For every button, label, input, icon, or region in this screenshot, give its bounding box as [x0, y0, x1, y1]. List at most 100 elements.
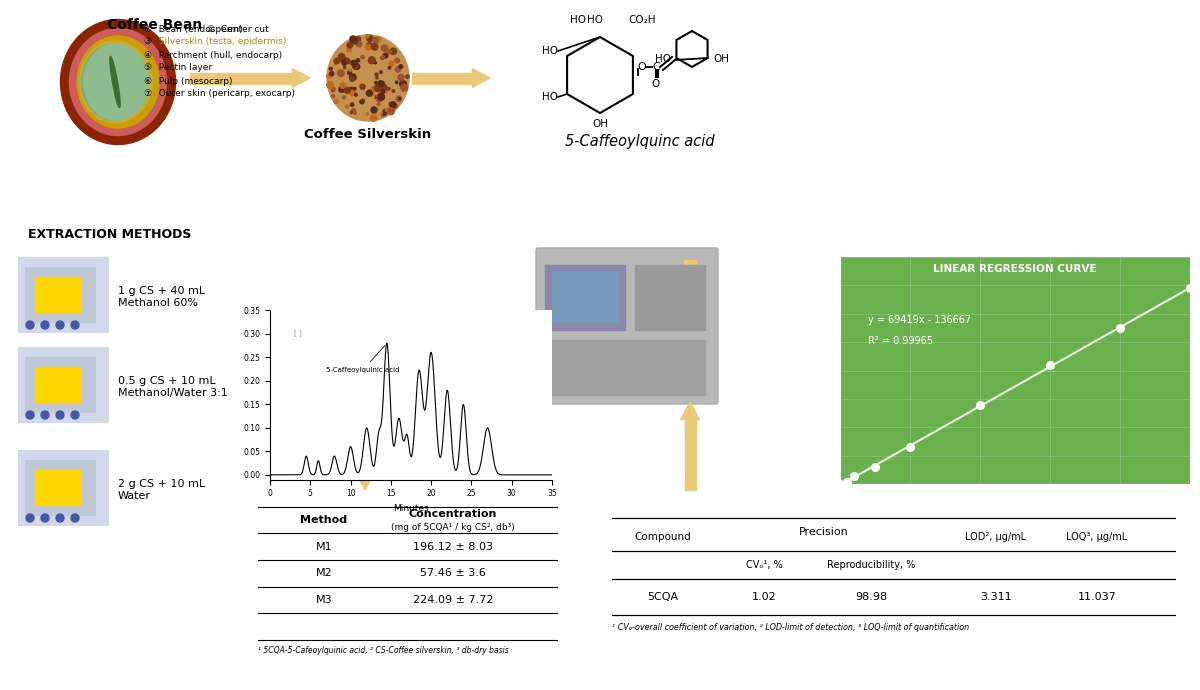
Circle shape	[344, 88, 350, 93]
Circle shape	[337, 70, 344, 77]
Circle shape	[389, 61, 394, 66]
Circle shape	[374, 61, 377, 63]
Circle shape	[395, 66, 401, 72]
Circle shape	[382, 56, 384, 59]
Polygon shape	[355, 473, 374, 490]
Text: ¹ CVₒ-overall coefficient of variation, ² LOD-limit of detection, ³ LOQ-limit of: ¹ CVₒ-overall coefficient of variation, …	[612, 622, 970, 631]
Text: Compound: Compound	[635, 532, 691, 542]
Circle shape	[398, 97, 401, 99]
Circle shape	[41, 321, 49, 329]
Circle shape	[374, 85, 382, 92]
Circle shape	[380, 91, 384, 94]
Circle shape	[392, 51, 395, 54]
Circle shape	[398, 75, 404, 81]
Bar	[635, 265, 706, 330]
Circle shape	[372, 87, 374, 89]
Circle shape	[26, 514, 34, 522]
Circle shape	[353, 63, 358, 69]
Circle shape	[342, 61, 346, 65]
Bar	[25, 267, 95, 322]
Circle shape	[362, 99, 365, 101]
Text: C: C	[652, 62, 660, 72]
Bar	[545, 340, 706, 395]
Text: ①  Center cut: ① Center cut	[208, 25, 269, 34]
Circle shape	[398, 65, 403, 68]
Circle shape	[377, 97, 382, 102]
Text: [ ]: [ ]	[294, 329, 302, 336]
Bar	[190, 72, 293, 83]
Circle shape	[342, 96, 346, 99]
Circle shape	[354, 112, 356, 115]
Ellipse shape	[60, 19, 175, 144]
Text: Outer skin (pericarp, exocarp): Outer skin (pericarp, exocarp)	[154, 90, 295, 99]
Circle shape	[390, 65, 392, 67]
Text: 196.12 ± 8.03: 196.12 ± 8.03	[413, 542, 493, 552]
Circle shape	[352, 108, 355, 112]
Text: 11.037: 11.037	[1078, 592, 1116, 602]
Circle shape	[344, 59, 350, 64]
Text: HO: HO	[542, 46, 558, 56]
Circle shape	[390, 48, 396, 55]
Text: 1 g CS + 40 mL
Methanol 60%: 1 g CS + 40 mL Methanol 60%	[118, 286, 205, 308]
Circle shape	[343, 58, 347, 61]
Circle shape	[366, 90, 372, 96]
Circle shape	[401, 84, 408, 91]
Text: ⑥: ⑥	[143, 77, 151, 86]
Circle shape	[338, 53, 344, 59]
Circle shape	[390, 101, 396, 108]
Circle shape	[350, 111, 353, 114]
Circle shape	[388, 66, 391, 69]
Circle shape	[335, 63, 336, 65]
Circle shape	[378, 81, 384, 86]
Text: ⑦: ⑦	[143, 90, 151, 99]
Circle shape	[377, 95, 379, 97]
Circle shape	[336, 58, 341, 62]
Circle shape	[352, 60, 356, 66]
Circle shape	[355, 37, 360, 42]
X-axis label: Concentration: Concentration	[971, 510, 1060, 520]
Text: Silverskin (testa, epidermis): Silverskin (testa, epidermis)	[154, 37, 287, 46]
Bar	[545, 265, 625, 330]
Text: 224.09 ± 7.72: 224.09 ± 7.72	[413, 595, 493, 605]
Text: ④: ④	[143, 50, 151, 59]
Circle shape	[379, 92, 384, 97]
Bar	[25, 460, 95, 515]
Circle shape	[348, 71, 352, 75]
Circle shape	[396, 81, 398, 83]
Circle shape	[360, 100, 364, 104]
Circle shape	[383, 84, 385, 87]
Text: ¹ 5CQA-5-Cafeoylquinic acid, ² CS-Coffee silverskin, ³ db-dry basis: ¹ 5CQA-5-Cafeoylquinic acid, ² CS-Coffee…	[258, 646, 509, 655]
Text: Reproducibility, %: Reproducibility, %	[827, 560, 916, 570]
Text: y = 69419x - 136667: y = 69419x - 136667	[868, 315, 971, 326]
Circle shape	[26, 411, 34, 419]
Circle shape	[354, 64, 360, 69]
Text: 5CQA: 5CQA	[647, 592, 678, 602]
Bar	[35, 470, 80, 505]
Circle shape	[349, 69, 352, 71]
Bar	[874, 319, 940, 331]
Circle shape	[350, 36, 356, 43]
Circle shape	[395, 58, 400, 63]
Circle shape	[56, 411, 64, 419]
Bar	[35, 277, 80, 312]
Circle shape	[368, 90, 374, 96]
Ellipse shape	[326, 35, 409, 121]
Text: 1.02: 1.02	[752, 592, 776, 602]
Circle shape	[26, 321, 34, 329]
Text: O: O	[652, 79, 660, 89]
Circle shape	[379, 71, 382, 73]
Text: 5-Caffeoylquinc acid: 5-Caffeoylquinc acid	[565, 134, 715, 149]
Circle shape	[71, 514, 79, 522]
Circle shape	[371, 115, 377, 121]
Polygon shape	[473, 68, 490, 88]
Circle shape	[360, 84, 365, 89]
Text: CO₂H: CO₂H	[628, 15, 655, 25]
Circle shape	[392, 90, 395, 92]
Circle shape	[71, 411, 79, 419]
Text: ②: ②	[143, 25, 151, 34]
Circle shape	[380, 84, 386, 91]
Text: O: O	[637, 62, 647, 72]
Ellipse shape	[77, 36, 158, 128]
Circle shape	[383, 110, 388, 114]
Circle shape	[400, 81, 407, 88]
